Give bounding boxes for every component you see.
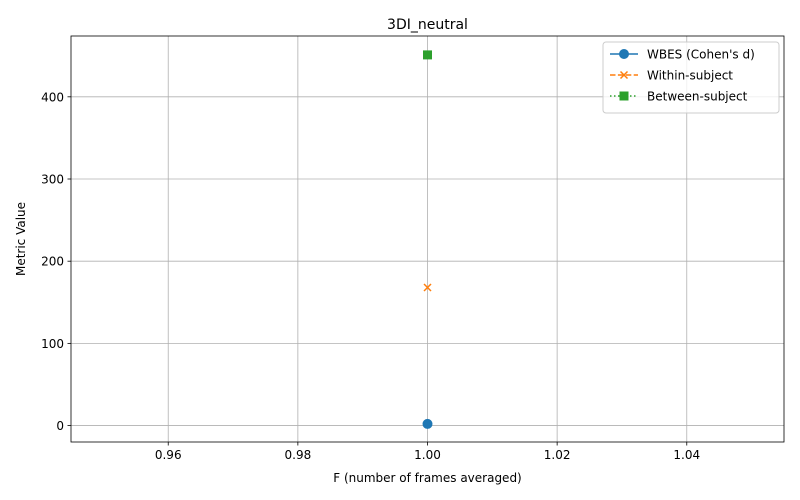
axes: 0.96 0.98 1.00 1.02 1.04 0 100 200 300 400 [41, 35, 785, 462]
y-tick-label-0: 0 [56, 419, 64, 433]
chart-title: 3DI_neutral [387, 17, 468, 33]
legend-marker-1-stroke-b [619, 70, 629, 80]
y-tick-label-2: 200 [41, 255, 64, 269]
y-tick-label-4: 400 [41, 90, 64, 104]
legend-label-1: Within-subject [647, 69, 733, 83]
legend-box [602, 41, 780, 114]
series-1-point-0-stroke-b [423, 283, 432, 292]
legend-marker-1 [619, 70, 629, 80]
legend: WBES (Cohen's d) Within-subject Between-su… [602, 41, 780, 114]
y-tick-label-3: 300 [41, 173, 64, 187]
x-tick-label-0: 0.96 [155, 448, 182, 462]
legend-label-2: Between-subject [647, 90, 748, 104]
x-axis-label: F (number of frames averaged) [333, 471, 522, 485]
legend-marker-0 [619, 49, 629, 59]
x-tick-label-3: 1.02 [544, 448, 571, 462]
legend-label-0: WBES (Cohen's d) [647, 48, 755, 62]
legend-marker-2 [619, 91, 629, 101]
data-marks [422, 50, 433, 429]
y-axis-label: Metric Value [14, 202, 28, 276]
x-tick-label-1: 0.98 [285, 448, 312, 462]
series-2-point-0 [423, 50, 432, 60]
y-tick-label-1: 100 [41, 337, 64, 351]
series-1-point-0 [423, 283, 432, 292]
x-tick-label-4: 1.04 [673, 448, 700, 462]
x-tick-label-2: 1.00 [414, 448, 441, 462]
series-0-point-0 [422, 418, 433, 429]
